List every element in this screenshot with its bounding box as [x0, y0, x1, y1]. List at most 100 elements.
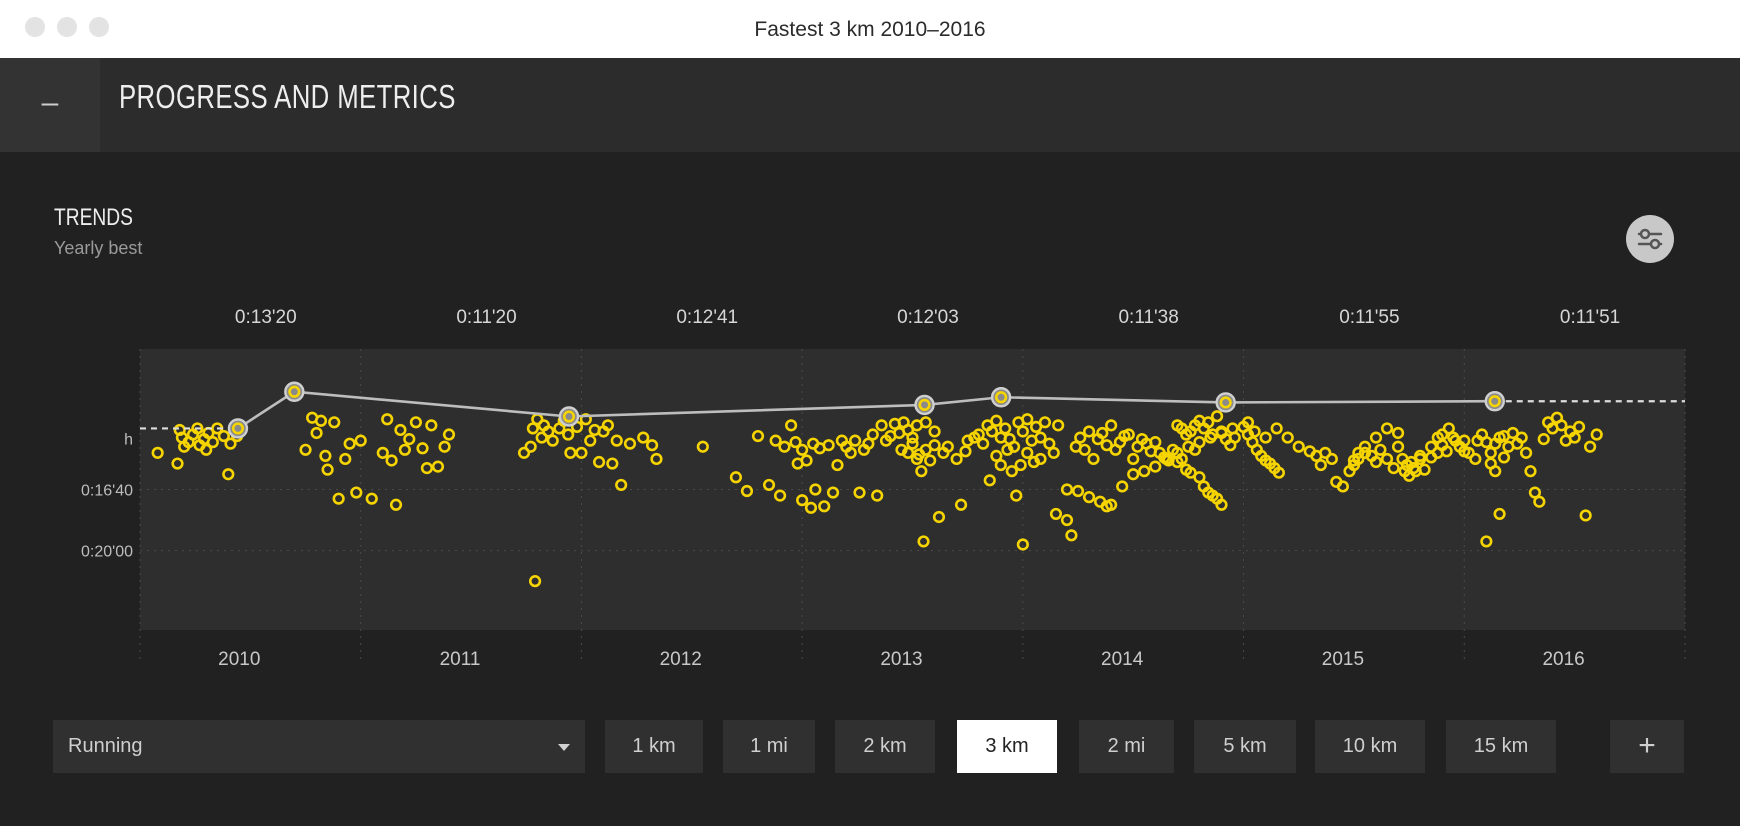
run-point[interactable]: [804, 501, 818, 514]
best-point[interactable]: [1219, 396, 1232, 409]
run-point[interactable]: [1519, 446, 1533, 459]
run-point[interactable]: [977, 437, 990, 450]
run-point[interactable]: [1319, 446, 1332, 459]
run-point[interactable]: [579, 413, 592, 426]
run-point[interactable]: [217, 429, 230, 443]
run-point[interactable]: [1259, 431, 1272, 444]
run-point[interactable]: [1248, 425, 1261, 438]
run-point[interactable]: [1060, 483, 1074, 496]
distance-button-2mi[interactable]: 2 mi: [1079, 720, 1174, 773]
run-point[interactable]: [1449, 434, 1462, 447]
run-point[interactable]: [299, 443, 312, 456]
run-point[interactable]: [1358, 440, 1372, 453]
run-point[interactable]: [1184, 466, 1197, 479]
run-point[interactable]: [339, 452, 352, 466]
run-point[interactable]: [526, 422, 539, 435]
run-point[interactable]: [1215, 498, 1228, 511]
run-point[interactable]: [972, 428, 985, 441]
run-point[interactable]: [1281, 431, 1294, 444]
run-point[interactable]: [650, 452, 663, 466]
run-point[interactable]: [1292, 440, 1305, 453]
run-point[interactable]: [1387, 462, 1400, 475]
run-point[interactable]: [1374, 443, 1387, 456]
run-point[interactable]: [1105, 419, 1118, 432]
run-point[interactable]: [1052, 419, 1065, 432]
run-point[interactable]: [354, 434, 367, 447]
run-point[interactable]: [1016, 538, 1029, 551]
run-point[interactable]: [623, 437, 637, 450]
run-point[interactable]: [1193, 436, 1206, 449]
run-point[interactable]: [773, 489, 787, 502]
run-point[interactable]: [800, 454, 813, 467]
run-point[interactable]: [1082, 425, 1096, 438]
run-point[interactable]: [1016, 425, 1029, 438]
run-point[interactable]: [1071, 484, 1085, 498]
run-point[interactable]: [1272, 466, 1285, 479]
run-point[interactable]: [924, 454, 937, 467]
run-point[interactable]: [1270, 422, 1283, 435]
best-point[interactable]: [562, 410, 576, 423]
run-point[interactable]: [729, 471, 743, 484]
run-point[interactable]: [420, 462, 434, 475]
run-point[interactable]: [1391, 440, 1405, 453]
run-point[interactable]: [1014, 458, 1027, 472]
run-point[interactable]: [1314, 458, 1327, 472]
run-point[interactable]: [1127, 452, 1140, 466]
run-point[interactable]: [409, 416, 422, 429]
run-point[interactable]: [1116, 480, 1129, 493]
run-point[interactable]: [425, 419, 438, 432]
run-point[interactable]: [932, 510, 946, 524]
run-point[interactable]: [1007, 440, 1021, 453]
run-point[interactable]: [398, 443, 411, 456]
run-point[interactable]: [1515, 431, 1528, 444]
run-point[interactable]: [928, 425, 941, 438]
run-point[interactable]: [1034, 431, 1047, 444]
run-point[interactable]: [941, 440, 954, 453]
run-point[interactable]: [1380, 422, 1394, 435]
run-point[interactable]: [314, 414, 328, 427]
run-point[interactable]: [1414, 449, 1427, 463]
distance-button-15km[interactable]: 15 km: [1446, 720, 1556, 773]
run-point[interactable]: [822, 439, 835, 452]
run-point[interactable]: [789, 436, 802, 449]
run-point[interactable]: [606, 457, 619, 470]
run-point[interactable]: [1336, 480, 1349, 493]
run-point[interactable]: [416, 442, 429, 455]
best-point[interactable]: [231, 422, 245, 435]
run-point[interactable]: [1442, 422, 1455, 435]
run-point[interactable]: [1087, 452, 1100, 466]
run-point[interactable]: [528, 575, 542, 588]
run-point[interactable]: [173, 423, 186, 437]
run-point[interactable]: [849, 434, 862, 447]
run-point[interactable]: [389, 498, 403, 511]
run-point[interactable]: [1568, 431, 1581, 444]
run-point[interactable]: [610, 434, 623, 447]
run-point[interactable]: [1193, 471, 1206, 484]
run-point[interactable]: [431, 460, 445, 473]
run-point[interactable]: [959, 445, 972, 458]
run-point[interactable]: [542, 425, 555, 438]
run-point[interactable]: [1537, 433, 1550, 446]
run-point[interactable]: [1579, 509, 1592, 522]
run-point[interactable]: [615, 478, 628, 492]
distance-button-10km[interactable]: 10 km: [1315, 720, 1425, 773]
run-point[interactable]: [171, 457, 184, 470]
run-point[interactable]: [1436, 428, 1449, 441]
run-point[interactable]: [1138, 465, 1151, 478]
run-point[interactable]: [1369, 455, 1383, 469]
run-point[interactable]: [740, 484, 754, 498]
run-point[interactable]: [1001, 443, 1014, 456]
run-point[interactable]: [862, 437, 875, 450]
distance-button-3km[interactable]: 3 km: [957, 720, 1057, 773]
run-point[interactable]: [1021, 446, 1034, 459]
run-point[interactable]: [751, 429, 765, 443]
run-point[interactable]: [592, 455, 606, 469]
run-point[interactable]: [1210, 410, 1224, 423]
maximize-window-dot[interactable]: [89, 17, 109, 37]
run-point[interactable]: [769, 434, 782, 447]
run-point[interactable]: [1440, 445, 1453, 458]
run-point[interactable]: [1352, 452, 1365, 466]
run-point[interactable]: [1471, 434, 1484, 447]
run-point[interactable]: [637, 431, 650, 444]
run-point[interactable]: [762, 478, 776, 492]
